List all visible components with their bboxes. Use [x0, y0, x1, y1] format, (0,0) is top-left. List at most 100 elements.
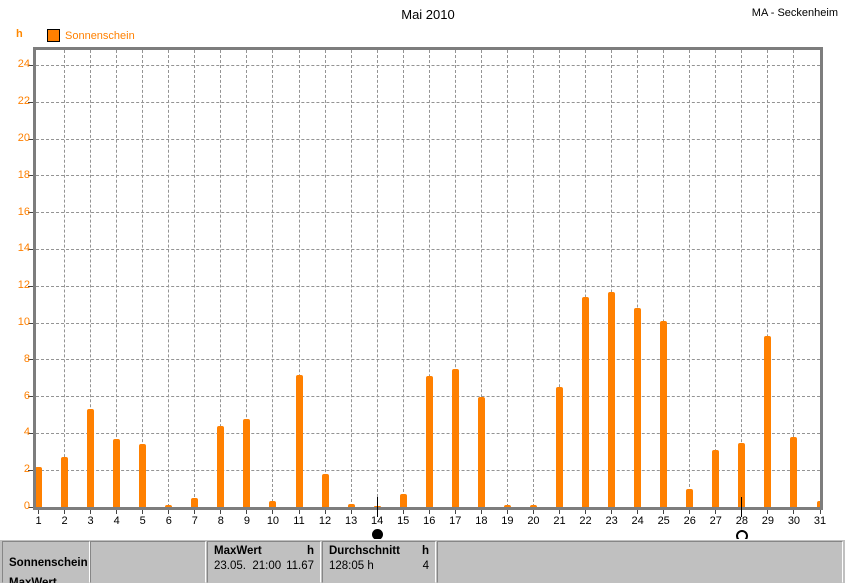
x-axis-day-label: 16 [423, 515, 436, 527]
bar-day-27[interactable] [712, 449, 720, 507]
bar-day-17[interactable] [451, 369, 459, 507]
x-axis-day-label: 10 [266, 515, 280, 527]
bar-day-4[interactable] [113, 438, 121, 507]
y-axis-tick [28, 506, 33, 508]
vertical-gridline [220, 50, 222, 507]
x-axis-tick [819, 510, 821, 514]
bar-day-25[interactable] [660, 321, 668, 507]
bar-day-10[interactable] [269, 501, 277, 507]
bar-day-19[interactable] [503, 505, 511, 507]
vertical-gridline [350, 50, 352, 507]
y-axis-tick [28, 322, 33, 324]
bar-day-18[interactable] [477, 396, 485, 507]
bar-day-8[interactable] [217, 426, 225, 507]
x-axis-day-label: 24 [631, 515, 644, 527]
y-axis-tick [28, 248, 33, 250]
bar-day-11[interactable] [295, 374, 303, 507]
x-axis-tick [350, 510, 352, 514]
bar-day-28[interactable] [738, 442, 746, 507]
bar-day-20[interactable] [529, 505, 537, 507]
y-axis-tick-label: 4 [23, 426, 30, 439]
status-cell-channel: Sonnenschein MaxWert [2, 541, 90, 583]
x-axis-day-label: 31 [813, 515, 827, 527]
x-axis-tick [402, 510, 404, 514]
bar-day-3[interactable] [87, 409, 95, 507]
vertical-gridline [663, 50, 665, 507]
plot-area[interactable] [33, 47, 823, 510]
x-axis-tick [454, 510, 456, 514]
x-axis-day-label: 4 [113, 515, 120, 527]
bar-day-6[interactable] [165, 505, 173, 507]
y-axis-tick-label: 2 [23, 463, 30, 476]
x-axis-tick [116, 510, 118, 514]
maxwert-label: MaxWert [214, 545, 262, 557]
bar-day-16[interactable] [425, 376, 433, 507]
x-axis-day-label: 23 [605, 515, 618, 527]
x-axis-day-label: 12 [318, 515, 332, 527]
vertical-gridline [90, 50, 92, 507]
vertical-gridline [116, 50, 118, 507]
x-axis-tick [559, 510, 560, 514]
bar-day-30[interactable] [790, 437, 798, 507]
cursor-line-day-14[interactable] [376, 497, 378, 517]
channel-name-label: Sonnenschein [9, 557, 88, 569]
bar-day-9[interactable] [243, 418, 251, 507]
x-axis-tick [480, 510, 482, 514]
durchschnitt-sum: 128:05 h [329, 560, 374, 572]
x-axis-day-label: 29 [761, 515, 775, 527]
y-axis-tick-label: 6 [23, 389, 30, 402]
bar-day-15[interactable] [399, 494, 407, 507]
bar-day-31[interactable] [816, 501, 820, 507]
y-axis-tick [28, 396, 33, 398]
durchschnitt-unit: h [421, 545, 429, 557]
y-axis-tick-label: 20 [17, 132, 30, 145]
y-axis-tick-label: 12 [17, 279, 30, 292]
x-axis-tick [298, 510, 300, 514]
bar-day-24[interactable] [634, 308, 642, 507]
horizontal-gridline [36, 285, 820, 287]
x-axis-day-label: 21 [553, 515, 566, 527]
x-axis-day-label: 6 [165, 515, 172, 527]
bar-day-7[interactable] [191, 497, 199, 507]
vertical-gridline [194, 50, 196, 507]
bar-day-13[interactable] [347, 504, 355, 507]
x-axis-tick [793, 510, 795, 514]
status-cell-durchschnitt: Durchschnitt h 128:05 h 4 [322, 541, 436, 583]
vertical-gridline [715, 50, 717, 507]
bar-day-29[interactable] [764, 335, 772, 507]
bar-day-1[interactable] [36, 466, 42, 507]
vertical-gridline [402, 50, 404, 507]
y-axis-tick [28, 175, 33, 177]
bar-day-2[interactable] [61, 457, 69, 507]
x-axis-tick [220, 510, 222, 514]
vertical-gridline [611, 50, 613, 507]
x-axis-tick [428, 510, 430, 514]
x-axis-tick [272, 510, 274, 514]
y-axis-tick [28, 432, 33, 434]
vertical-gridline [324, 50, 326, 507]
x-axis-day-label: 30 [787, 515, 801, 527]
x-axis-day-label: 22 [579, 515, 592, 527]
bar-day-22[interactable] [582, 297, 590, 507]
x-axis-day-label: 5 [139, 515, 146, 527]
cursor-line-day-28[interactable] [741, 497, 743, 517]
y-axis-tick [28, 469, 33, 471]
x-axis-day-label: 2 [61, 515, 68, 527]
bar-day-26[interactable] [686, 488, 694, 507]
bar-day-12[interactable] [321, 473, 329, 507]
bar-day-21[interactable] [556, 387, 563, 507]
x-axis-tick [38, 510, 39, 514]
horizontal-gridline [36, 359, 820, 361]
bar-day-5[interactable] [139, 444, 147, 507]
x-axis-tick [585, 510, 587, 514]
x-axis-day-label: 25 [657, 515, 670, 527]
horizontal-gridline [36, 175, 820, 177]
x-axis-tick [194, 510, 196, 514]
vertical-gridline [272, 50, 274, 507]
status-cell-blank-1 [90, 541, 206, 583]
x-axis-tick [663, 510, 665, 514]
bar-day-23[interactable] [608, 292, 616, 507]
x-axis-day-label: 28 [735, 515, 748, 527]
x-axis-day-label: 1 [35, 515, 42, 527]
x-axis-day-label: 27 [709, 515, 722, 527]
